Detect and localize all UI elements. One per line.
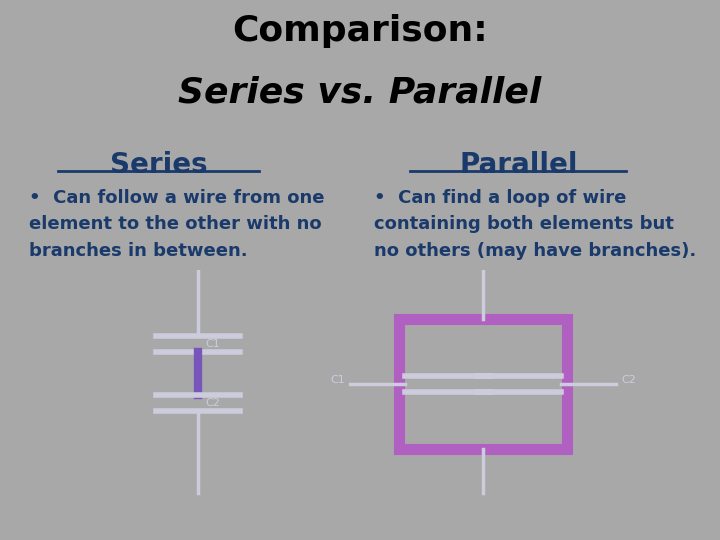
Text: •  Can follow a wire from one
element to the other with no
branches in between.: • Can follow a wire from one element to … xyxy=(29,189,324,260)
Text: C2: C2 xyxy=(206,398,220,408)
Text: C1: C1 xyxy=(330,375,345,385)
Text: Comparison:: Comparison: xyxy=(232,14,488,48)
Text: C2: C2 xyxy=(621,375,636,385)
Bar xyxy=(399,319,567,449)
Text: Series vs. Parallel: Series vs. Parallel xyxy=(179,76,541,110)
Text: Parallel: Parallel xyxy=(459,151,577,179)
Text: C1: C1 xyxy=(206,339,220,349)
Text: Series: Series xyxy=(109,151,207,179)
Text: •  Can find a loop of wire
containing both elements but
no others (may have bran: • Can find a loop of wire containing bot… xyxy=(374,189,697,260)
